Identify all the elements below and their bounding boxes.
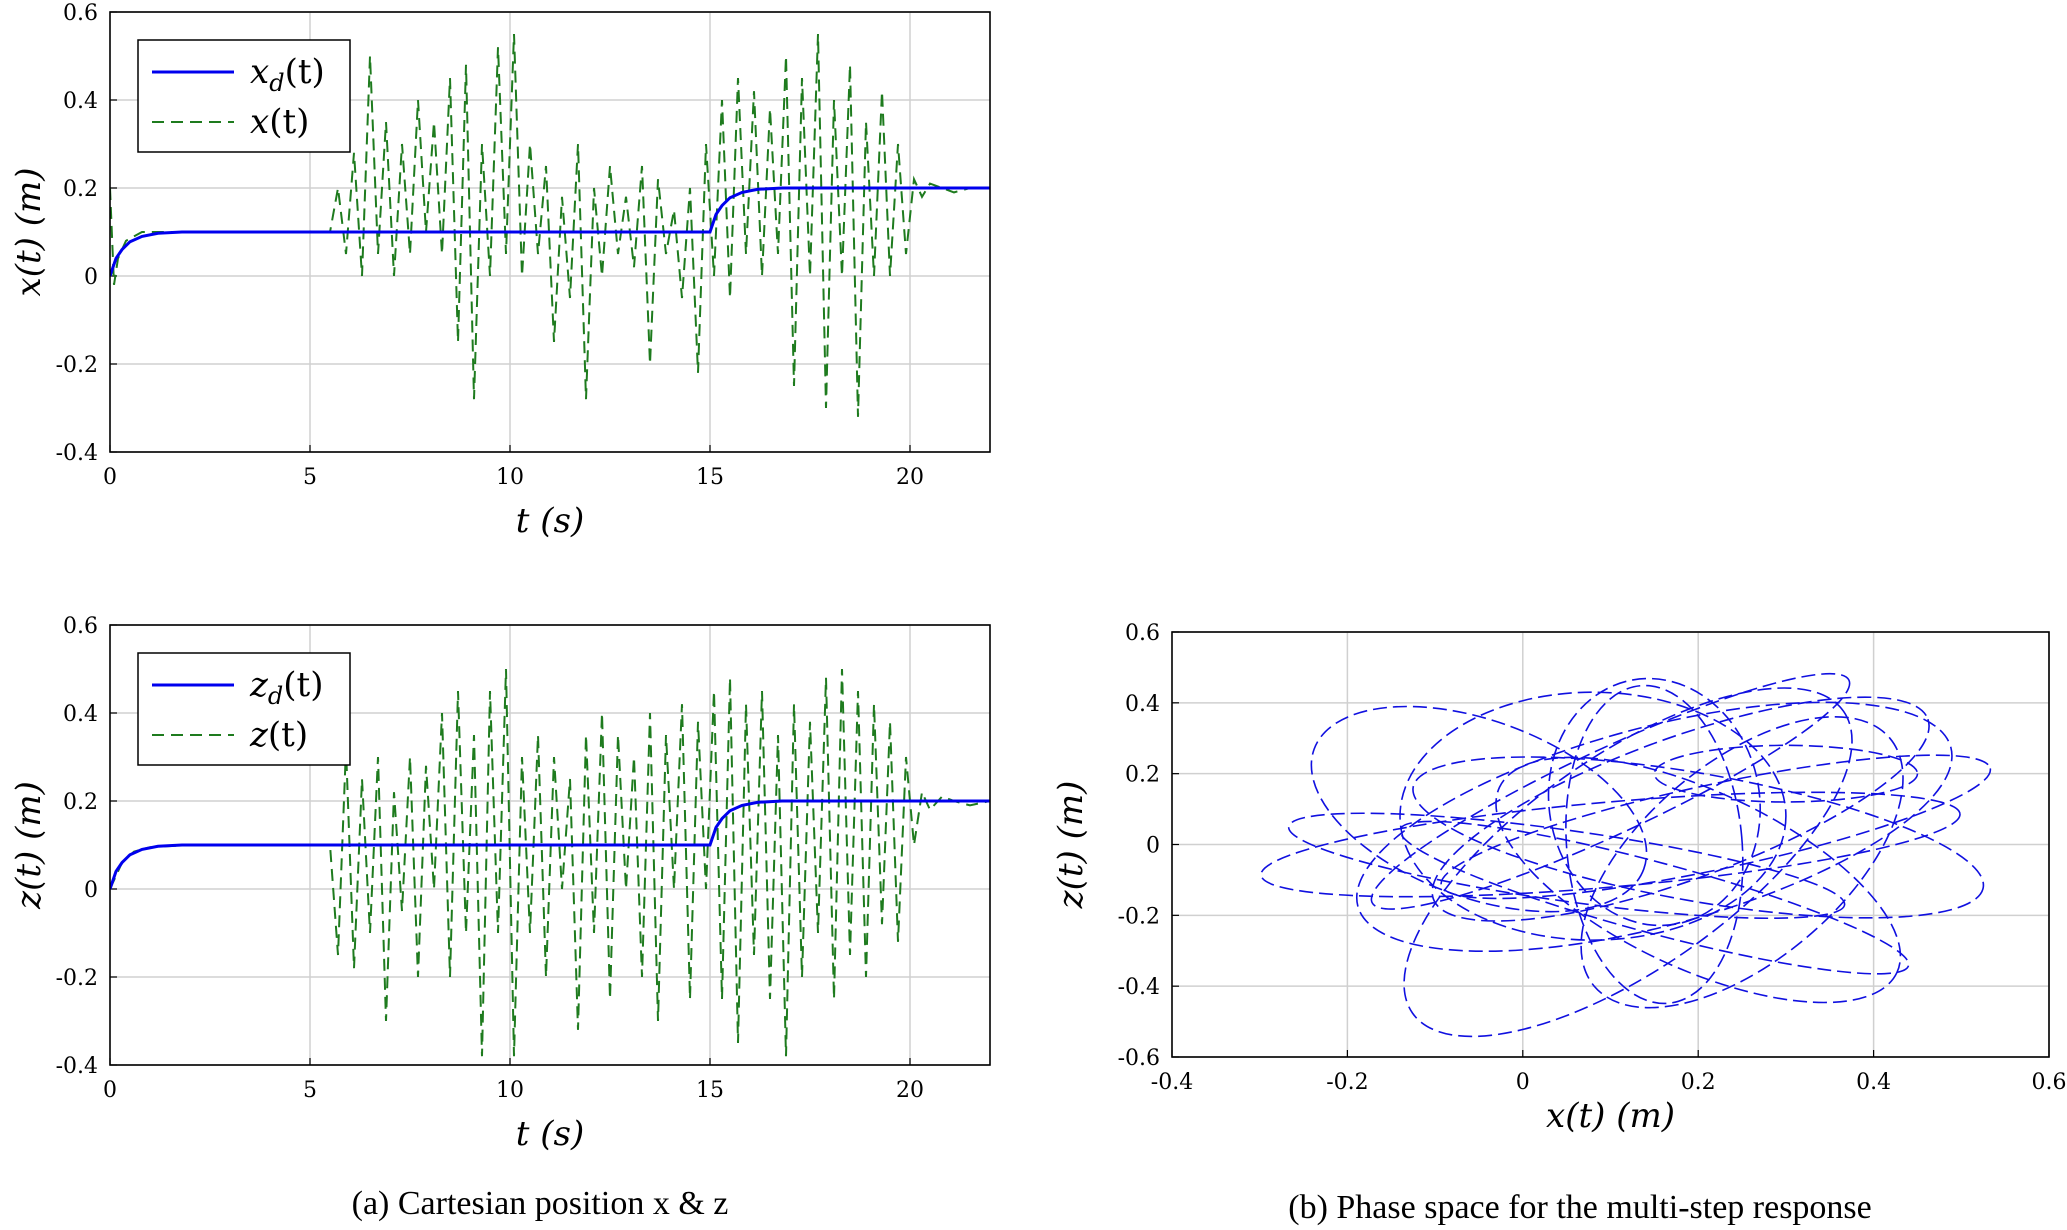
phase-loop [1287,812,1846,920]
legend-label: xd(t) [250,52,325,97]
x-axis-label: t (s) [516,501,584,541]
z-position-chart: 0 5 10 15 20 -0.4 -0.2 0 0.2 0.4 0.6 t (s) z(t) (m) z… [9,614,991,1154]
y-tick-label: 0.4 [1125,692,1160,717]
plot-area [110,33,990,417]
series-line-xdt [110,186,990,277]
plot-frame [1171,631,2050,1058]
plot-area [110,668,990,1057]
phase-loop [1399,691,1787,941]
x-tick-label: 0.4 [1856,1070,1891,1095]
y-tick-label: -0.4 [56,1054,98,1079]
y-tick-label: -0.2 [1118,904,1160,929]
x-tick-label: -0.4 [1151,1070,1193,1095]
y-tick-label: 0.2 [63,177,98,202]
series-line-xt [110,33,990,417]
x-tick-label: 15 [696,465,724,490]
phase-loop [1412,756,1985,919]
x-tick-label: 0 [103,1078,117,1103]
legend-box [137,652,351,766]
legend-label: zd(t) [249,665,324,710]
y-tick-label: -0.2 [56,966,98,991]
x-tick-label: 20 [896,1078,924,1103]
series-line-zdt [110,799,990,890]
phase-loop [1440,754,1992,900]
y-tick-label: -0.4 [56,441,98,466]
phase-loop [1355,701,1953,953]
legend-box [137,39,351,153]
x-tick-label: 0.2 [1681,1070,1716,1095]
x-tick-label: -0.2 [1326,1070,1368,1095]
y-tick-label: 0.6 [63,614,98,639]
phase-loop [1370,672,1851,910]
y-tick-label: -0.2 [56,353,98,378]
legend: zd(t) z(t) [137,652,351,766]
caption-b: (b) Phase space for the multi-step respo… [1288,1189,1872,1226]
legend-label: x(t) [250,102,309,142]
y-tick-label: -0.6 [1118,1046,1160,1071]
x-tick-label: 0 [1516,1070,1530,1095]
plot-area [1260,672,1992,1038]
series-line-zt [110,668,990,1057]
legend-label: z(t) [249,715,308,755]
y-tick-label: 0.4 [63,89,98,114]
x-tick-label: 0.6 [2032,1070,2067,1095]
y-tick-label: 0 [1146,834,1160,859]
caption-a: (a) Cartesian position x & z [352,1185,729,1222]
x-tick-label: 10 [496,465,524,490]
y-tick-label: -0.4 [1118,975,1160,1000]
phase-loop [1399,820,1910,975]
y-axis-label: z(t) (m) [9,781,49,910]
phase-loop [1431,696,1930,922]
y-tick-label: 0.6 [63,1,98,26]
y-axis-label: x(t) (m) [9,168,49,297]
y-tick-label: 0.2 [1125,763,1160,788]
phase-space-chart: -0.4 -0.2 0 0.2 0.4 0.6-0.6-0.4-0.200.20.40.6… [1051,621,2067,1136]
phase-loop [1580,715,1904,1009]
phase-loop [1310,705,1648,913]
x-tick-label: 15 [696,1078,724,1103]
phase-loop [1260,791,1961,898]
phase-loop [1653,744,1919,803]
phase-loop [1495,756,1902,1004]
y-tick-label: 0 [84,878,98,903]
phase-loop [1565,684,1744,1005]
x-axis-label: x(t) (m) [1546,1096,1675,1136]
plot-frame [109,624,991,1066]
y-axis-label: z(t) (m) [1051,781,1091,910]
phase-loop [1403,687,1853,1038]
y-tick-label: 0.6 [1125,621,1160,646]
x-position-chart: 0 5 10 15 20 -0.4 -0.2 0 0.2 0.4 0.6 t (s) x(t) (m) x… [9,1,991,541]
x-tick-label: 20 [896,465,924,490]
x-tick-label: 10 [496,1078,524,1103]
plot-frame [109,11,991,453]
x-tick-label: 5 [303,1078,317,1103]
x-tick-label: 0 [103,465,117,490]
x-axis-label: t (s) [516,1114,584,1154]
x-tick-label: 5 [303,465,317,490]
phase-loop [1547,677,1762,927]
y-tick-label: 0.2 [63,790,98,815]
legend: xd(t) x(t) [137,39,351,153]
y-tick-label: 0.4 [63,702,98,727]
y-tick-label: 0 [84,265,98,290]
